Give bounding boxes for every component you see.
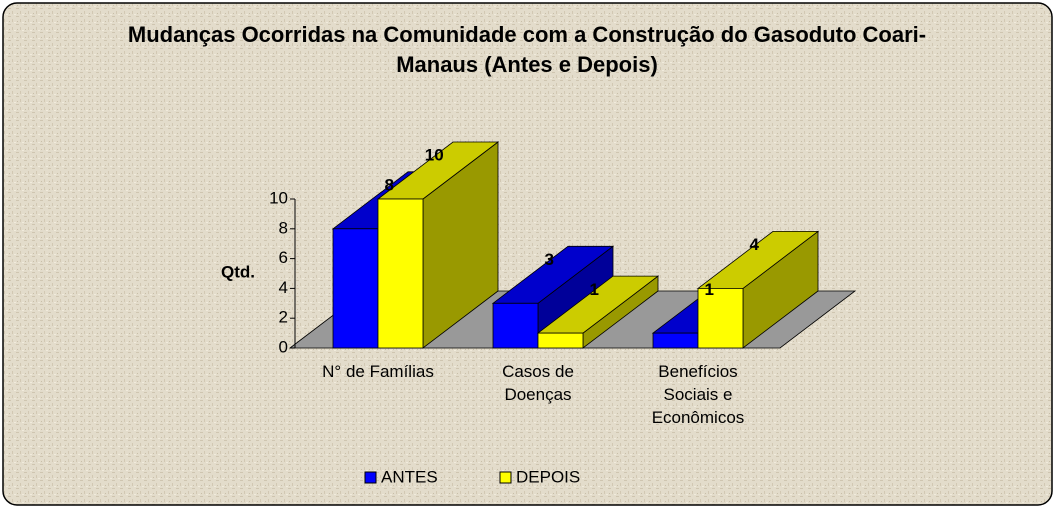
bar	[537, 332, 584, 349]
y-tick-label: 6	[279, 248, 288, 267]
y-axis-label: Qtd.	[221, 262, 255, 281]
x-tick-label: Benefícios Sociais e Econômicos	[651, 362, 745, 427]
y-tick-label: 2	[279, 308, 288, 327]
y-tick-label: 10	[269, 188, 288, 207]
x-tick-label: N° de Famílias	[322, 362, 434, 381]
legend-swatch	[499, 471, 512, 484]
data-label: 3	[545, 250, 554, 269]
y-tick-label: 8	[279, 218, 288, 237]
bar	[332, 228, 379, 349]
legend-label: DEPOIS	[516, 467, 580, 486]
data-label: 4	[750, 235, 760, 254]
bar	[652, 332, 699, 349]
data-label: 1	[705, 280, 714, 299]
y-tick-label: 0	[279, 337, 288, 356]
data-label: 10	[425, 146, 444, 165]
bar	[492, 302, 539, 349]
legend-swatch	[364, 471, 377, 484]
chart-title: Mudanças Ocorridas na Comunidade com a C…	[127, 22, 927, 77]
data-label: 8	[385, 176, 394, 195]
bar	[377, 198, 424, 349]
bar	[697, 287, 744, 349]
legend-label: ANTES	[381, 467, 438, 486]
x-tick-label: Casos de Doenças	[502, 362, 574, 404]
y-tick-label: 4	[279, 278, 288, 297]
data-label: 1	[590, 280, 599, 299]
